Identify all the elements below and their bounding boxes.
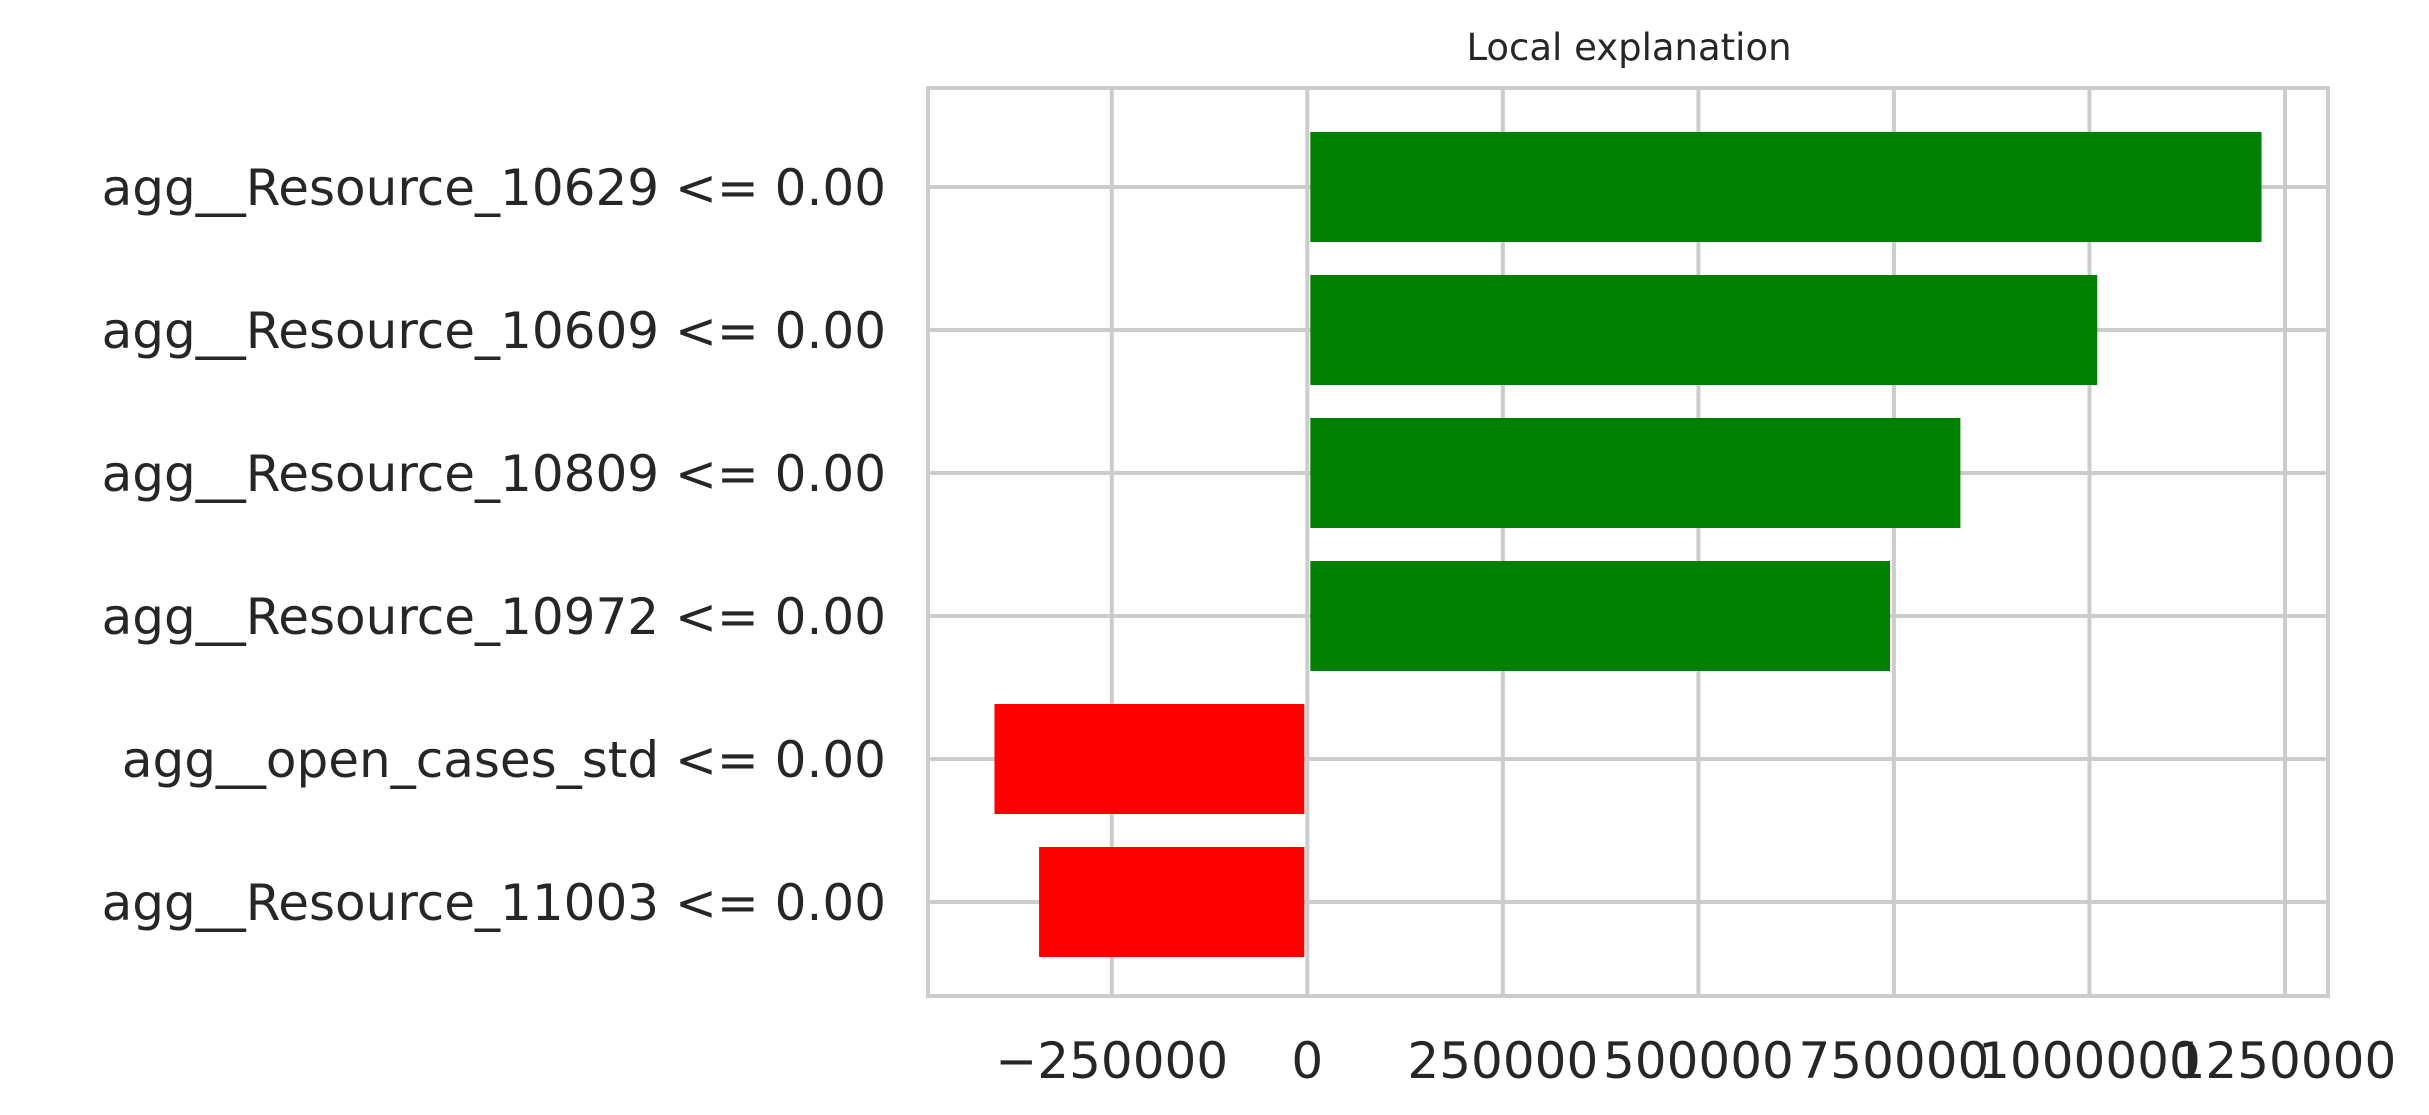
x-tick-label: 0 [1291,1032,1323,1090]
x-tick-label: 1000000 [1978,1032,2201,1090]
bar [1310,561,1891,671]
x-tick-label: 750000 [1798,1032,1989,1090]
bar [1310,275,2098,385]
category-label: agg__Resource_11003 <= 0.00 [102,874,886,932]
bar [1310,132,2262,242]
category-label: agg__Resource_10629 <= 0.00 [102,159,886,217]
bar [1039,847,1305,957]
bars [994,132,2262,957]
x-tick-label: 1250000 [2174,1032,2397,1090]
category-label: agg__Resource_10972 <= 0.00 [102,588,886,646]
category-label: agg__open_cases_std <= 0.00 [122,731,886,789]
x-tick-label: −250000 [995,1032,1228,1090]
category-labels: agg__Resource_10629 <= 0.00 agg__Resource… [102,159,886,932]
bar [1310,418,1961,528]
category-label: agg__Resource_10609 <= 0.00 [102,302,886,360]
plot-frame [926,86,2330,998]
category-label: agg__Resource_10809 <= 0.00 [102,445,886,503]
chart-title: Local explanation [1466,26,1791,69]
x-tick-label: 250000 [1407,1032,1598,1090]
bar [994,704,1305,814]
x-tick-label: 500000 [1603,1032,1794,1090]
